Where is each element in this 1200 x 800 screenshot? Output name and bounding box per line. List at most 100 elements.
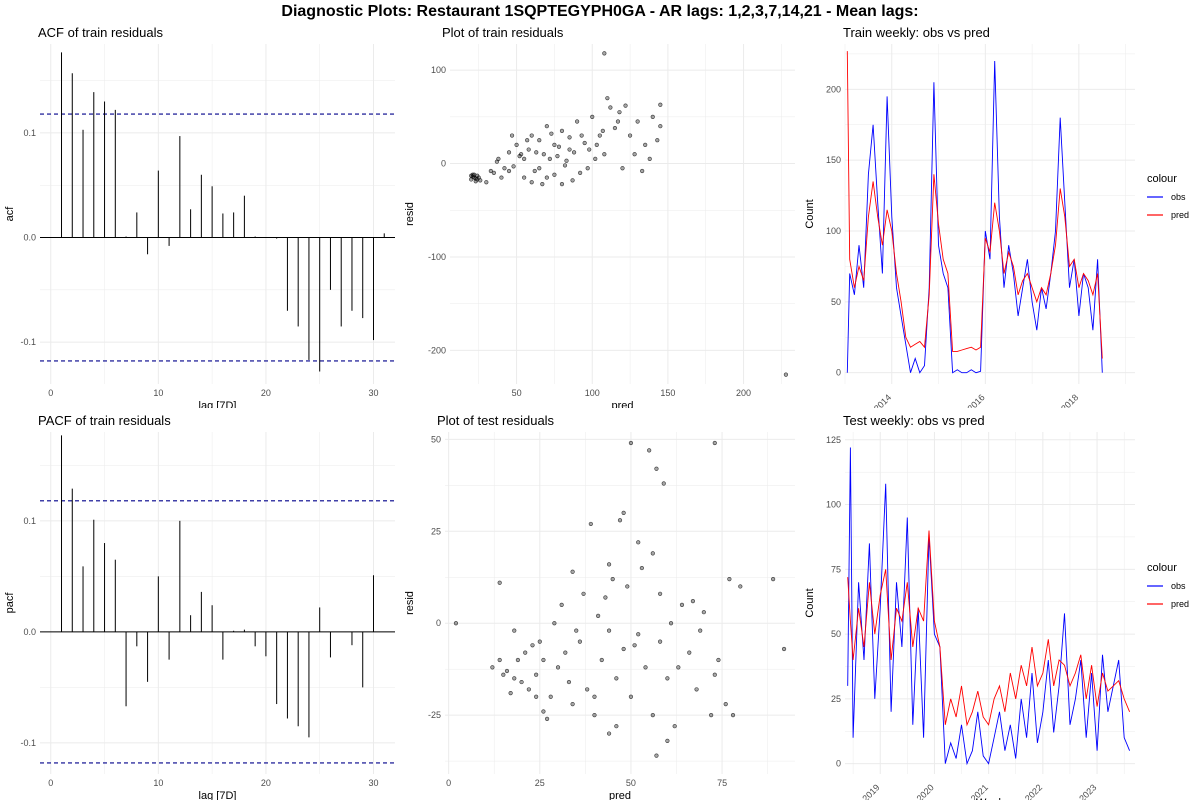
resid_test-ytick-label: 50 <box>431 434 441 444</box>
resid_train-point <box>514 142 519 147</box>
main-title: Diagnostic Plots: Restaurant 1SQPTEGYPH0… <box>281 3 919 20</box>
resid_test-point <box>592 694 597 699</box>
train_weekly-series-obs <box>846 60 1103 374</box>
train_weekly-ytick-label: 50 <box>831 297 841 307</box>
resid_train-point <box>525 138 530 143</box>
resid_test-point <box>497 657 502 663</box>
resid_test-point <box>585 687 590 692</box>
resid_train-point <box>612 125 618 131</box>
resid_test-point <box>603 595 608 600</box>
pacf_train-xlabel: lag [7D] <box>199 790 237 800</box>
resid_test-point <box>614 724 619 729</box>
test_weekly-legend-label-pred: pred <box>1171 599 1189 609</box>
test_weekly-title: Test weekly: obs vs pred <box>843 413 985 428</box>
resid_train-point <box>608 105 613 110</box>
resid_train-point <box>620 166 625 171</box>
resid_test-xtick-label: 75 <box>717 778 727 788</box>
resid_train-point <box>594 142 599 147</box>
resid_test-point <box>712 440 717 446</box>
resid_test-point <box>526 687 531 692</box>
resid_test-point <box>592 713 597 718</box>
resid_test-point <box>534 672 539 677</box>
resid_train-point <box>650 114 655 119</box>
resid_train-point <box>511 164 516 169</box>
resid_test-grid <box>445 432 795 774</box>
acf_train-xtick-label: 20 <box>261 388 271 398</box>
resid_test-point <box>654 753 659 758</box>
resid_test-point <box>716 657 721 663</box>
resid_train-point <box>469 177 474 182</box>
acf_train-ytick-label: 0.1 <box>23 128 36 138</box>
resid_test-point <box>701 610 706 615</box>
test_weekly-ytick-label: 0 <box>836 759 841 769</box>
pacf_train-ytick-label: -0.1 <box>20 738 36 748</box>
resid_test-point <box>628 440 634 446</box>
resid_train-point <box>585 166 590 171</box>
resid_train-ytick-label: 0 <box>441 159 446 169</box>
resid_test-xtick-label: 25 <box>535 778 545 788</box>
resid_train-point <box>590 114 595 119</box>
resid_test-point <box>581 591 586 596</box>
resid_test-point <box>632 643 637 648</box>
resid_test-point <box>694 687 699 692</box>
resid_test-xtick-label: 0 <box>446 778 451 788</box>
resid_test-point <box>672 724 677 729</box>
resid_test-point <box>698 628 703 633</box>
train_weekly-xtick-label: 2018 <box>1059 392 1080 408</box>
resid_test-point <box>453 621 459 626</box>
resid_test-point <box>647 448 652 453</box>
resid_train-point <box>537 138 542 143</box>
resid_train-point <box>506 150 512 155</box>
resid_test-point <box>534 694 539 699</box>
resid_train-point <box>559 182 565 187</box>
resid_test-point <box>709 713 714 718</box>
resid_train-point <box>556 144 562 149</box>
resid_train-point <box>605 96 610 101</box>
resid_test-point <box>606 731 612 736</box>
resid_train-point <box>655 138 660 143</box>
pacf_train-xtick-label: 30 <box>368 778 378 788</box>
acf_train-svg: ACF of train residuals 0 10 20 30 -0.1 0.0 0.1 l… <box>4 25 395 408</box>
pacf_train-svg: PACF of train residuals 0 10 20 30 -0.1 0.0 0.1… <box>4 413 395 800</box>
resid_train-point <box>647 156 652 161</box>
test_weekly-ytick-label: 50 <box>831 629 841 639</box>
resid_test-ytick-label: 25 <box>431 526 441 536</box>
resid_train-point <box>640 168 645 174</box>
acf-panel: ACF of train residuals 0 10 20 30 -0.1 0.0 0.1 l… <box>0 24 400 408</box>
resid_train-point <box>506 168 512 174</box>
resid_test-point <box>654 466 659 471</box>
train_weekly-legend-label-pred: pred <box>1171 210 1189 220</box>
test_weekly-xtick-label: 2022 <box>1023 782 1044 800</box>
resid_train-xtick-label: 100 <box>585 388 600 398</box>
resid_train-point <box>567 147 572 152</box>
resid_train-point <box>475 173 480 178</box>
train-weekly-panel: Train weekly: obs vs pred 2014 2016 2018 0 50… <box>800 24 1200 408</box>
resid_train-point <box>484 180 489 185</box>
resid_test-point <box>610 576 615 582</box>
train_weekly-svg: Train weekly: obs vs pred 2014 2016 2018 0 50… <box>804 25 1189 408</box>
train_weekly-ylabel: Count <box>804 199 816 228</box>
resid_train-point <box>547 156 552 161</box>
resid_test-point <box>738 584 743 589</box>
resid_train-point <box>544 175 549 180</box>
resid_train-ylabel: resid <box>404 202 416 226</box>
resid_train-point <box>562 163 568 168</box>
test_weekly-ytick-label: 25 <box>831 694 841 704</box>
resid_train-point <box>470 172 475 177</box>
resid_test-ytick-label: -25 <box>428 710 441 720</box>
resid_train-point <box>541 152 546 157</box>
train_weekly-series-pred <box>846 51 1103 359</box>
train_weekly-legend-label-obs: obs <box>1171 192 1186 202</box>
resid_test-point <box>665 676 670 681</box>
resid_test-point <box>519 679 524 685</box>
resid_test-point <box>668 621 674 626</box>
resid_train-point <box>615 119 621 124</box>
resid_test-point <box>563 650 568 655</box>
acf_train-xtick-label: 30 <box>368 388 378 398</box>
acf_train-xtick-label: 0 <box>48 388 53 398</box>
test_weekly-legend-label-obs: obs <box>1171 581 1186 591</box>
resid_train-point <box>567 135 572 140</box>
resid_train-point <box>632 152 637 157</box>
resid_test-point <box>552 621 557 626</box>
